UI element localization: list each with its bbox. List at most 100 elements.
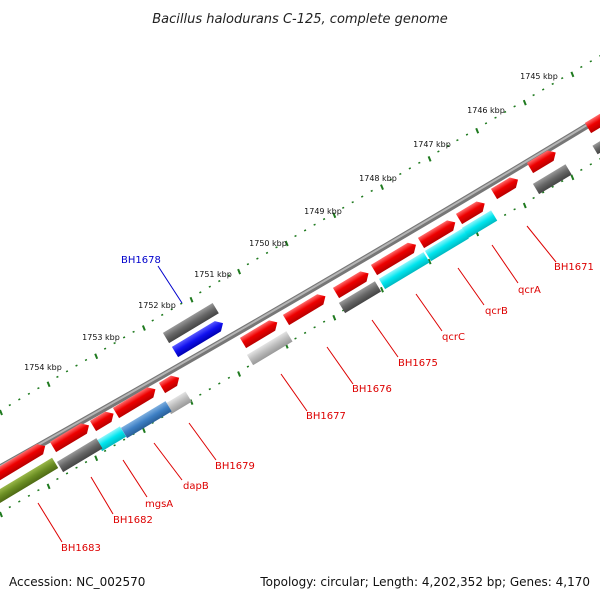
ruler-minor-tick (532, 196, 535, 200)
gene-track2-1[interactable] (592, 140, 600, 155)
gene-qcrb[interactable] (424, 228, 469, 262)
ruler-major-tick (0, 409, 3, 416)
label-leader-lines (37, 225, 557, 543)
gene-cds-forward-1[interactable] (584, 112, 600, 134)
gene-bh1678-gray[interactable] (162, 302, 219, 344)
ruler-label-1751: 1751 kbp (194, 270, 232, 279)
ruler-minor-tick (418, 161, 421, 164)
accession-text: Accession: NC_002570 (9, 575, 145, 589)
gene-features (0, 112, 600, 508)
ruler-minor-tick (208, 388, 212, 391)
ruler-major-tick (94, 353, 99, 360)
gene-cds-forward-6[interactable] (370, 240, 419, 276)
ruler-minor-tick (246, 365, 250, 368)
gene-cds-forward-5[interactable] (417, 217, 458, 249)
ruler-label-1753: 1753 kbp (82, 333, 120, 342)
gene-cds-forward-12[interactable] (89, 408, 117, 432)
ruler-minor-tick (37, 489, 40, 492)
gene-label-bh1683[interactable]: BH1683 (61, 543, 101, 554)
ruler-minor-tick (122, 336, 126, 339)
ruler-minor-tick (303, 331, 307, 334)
gene-cds-forward-7[interactable] (332, 268, 372, 299)
gene-bh1678[interactable] (171, 318, 226, 358)
ruler-minor-tick (370, 189, 373, 192)
gene-label-bh1679[interactable]: BH1679 (215, 461, 255, 472)
ruler-minor-tick (294, 337, 297, 340)
gene-dapb[interactable] (120, 401, 172, 439)
ruler-minor-tick (360, 195, 364, 198)
gene-label-bh1676[interactable]: BH1676 (352, 384, 392, 395)
ruler-major-tick (237, 268, 242, 275)
ruler-minor-tick (218, 382, 221, 385)
gene-label-bh1675[interactable]: BH1675 (398, 358, 438, 369)
genome-summary-text: Topology: circular; Length: 4,202,352 bp… (259, 575, 590, 589)
ruler-minor-tick (56, 375, 59, 378)
ruler-minor-tick (18, 398, 21, 401)
gene-label-bh1678[interactable]: BH1678 (121, 255, 161, 266)
ruler-label-1746: 1746 kbp (467, 106, 505, 115)
ruler-minor-tick (551, 185, 554, 188)
ruler-major-tick (141, 427, 146, 434)
gene-qcra[interactable] (461, 210, 498, 239)
ruler-minor-tick (294, 234, 297, 238)
ruler-major-tick (284, 240, 289, 247)
ruler-minor-tick (408, 167, 412, 170)
ruler-minor-tick (170, 308, 173, 311)
gene-track2-bh1671[interactable] (532, 164, 572, 195)
ruler-minor-tick (151, 319, 154, 322)
ruler-minor-tick (465, 133, 469, 136)
gene-cds-forward-11[interactable] (112, 384, 159, 419)
gene-label-mgsa[interactable]: mgsA (145, 499, 173, 510)
gene-cds-forward-4[interactable] (455, 198, 488, 225)
ruler-minor-tick (437, 150, 440, 153)
ruler-minor-tick (313, 326, 316, 329)
ruler-minor-tick (341, 206, 345, 209)
ruler-minor-tick (8, 506, 12, 509)
gene-bh1675[interactable] (338, 281, 382, 314)
ruler-minor-tick (160, 313, 164, 316)
gene-mgsa[interactable] (95, 426, 127, 452)
ruler-label-1750: 1750 kbp (249, 239, 287, 248)
ruler-minor-tick (246, 263, 250, 266)
gene-label-qcra[interactable]: qcrA (518, 285, 541, 296)
ruler-minor-tick (560, 180, 564, 183)
ruler-minor-tick (256, 257, 259, 260)
ruler-minor-tick (122, 438, 126, 441)
gene-label-bh1682[interactable]: BH1682 (113, 515, 153, 526)
gene-cds-forward-3[interactable] (490, 174, 521, 200)
gene-label-bh1677[interactable]: BH1677 (306, 411, 346, 422)
ruler-minor-tick (351, 201, 354, 204)
ruler-minor-tick (84, 358, 88, 362)
gene-bh1683[interactable] (0, 457, 59, 508)
ruler-label-1747: 1747 kbp (413, 140, 451, 149)
ruler-minor-tick (75, 364, 78, 367)
ruler-major-tick (475, 127, 480, 134)
ruler-minor-tick (218, 280, 221, 283)
ruler-major-tick (380, 184, 384, 190)
gene-bh1682[interactable] (56, 438, 103, 473)
ruler-minor-tick (84, 461, 88, 464)
ruler-minor-tick (56, 477, 59, 481)
gene-cds-forward-2[interactable] (526, 147, 559, 174)
gene-cds-forward-13[interactable] (49, 420, 92, 453)
gene-label-qcrb[interactable]: qcrB (485, 306, 508, 317)
ruler-minor-tick (322, 320, 326, 323)
gene-label-dapb[interactable]: dapB (183, 481, 209, 492)
gene-cds-forward-8[interactable] (282, 291, 329, 326)
gene-bh1679[interactable] (164, 391, 192, 415)
ruler-major-tick (522, 99, 527, 106)
gene-cds-forward-10[interactable] (158, 373, 182, 394)
gene-label-bh1671[interactable]: BH1671 (554, 262, 594, 273)
ruler-minor-tick (303, 229, 307, 232)
gene-cds-forward-14[interactable] (0, 441, 48, 484)
ruler-major-tick (46, 483, 51, 490)
gene-qcrc[interactable] (378, 252, 430, 290)
ruler-major-tick (570, 71, 575, 78)
ruler-minor-tick (503, 110, 507, 114)
ruler-major-tick (94, 455, 99, 462)
gene-cds-forward-9[interactable] (239, 317, 280, 349)
gene-label-qcrc[interactable]: qcrC (442, 332, 465, 343)
gene-bh1677[interactable] (246, 331, 293, 366)
